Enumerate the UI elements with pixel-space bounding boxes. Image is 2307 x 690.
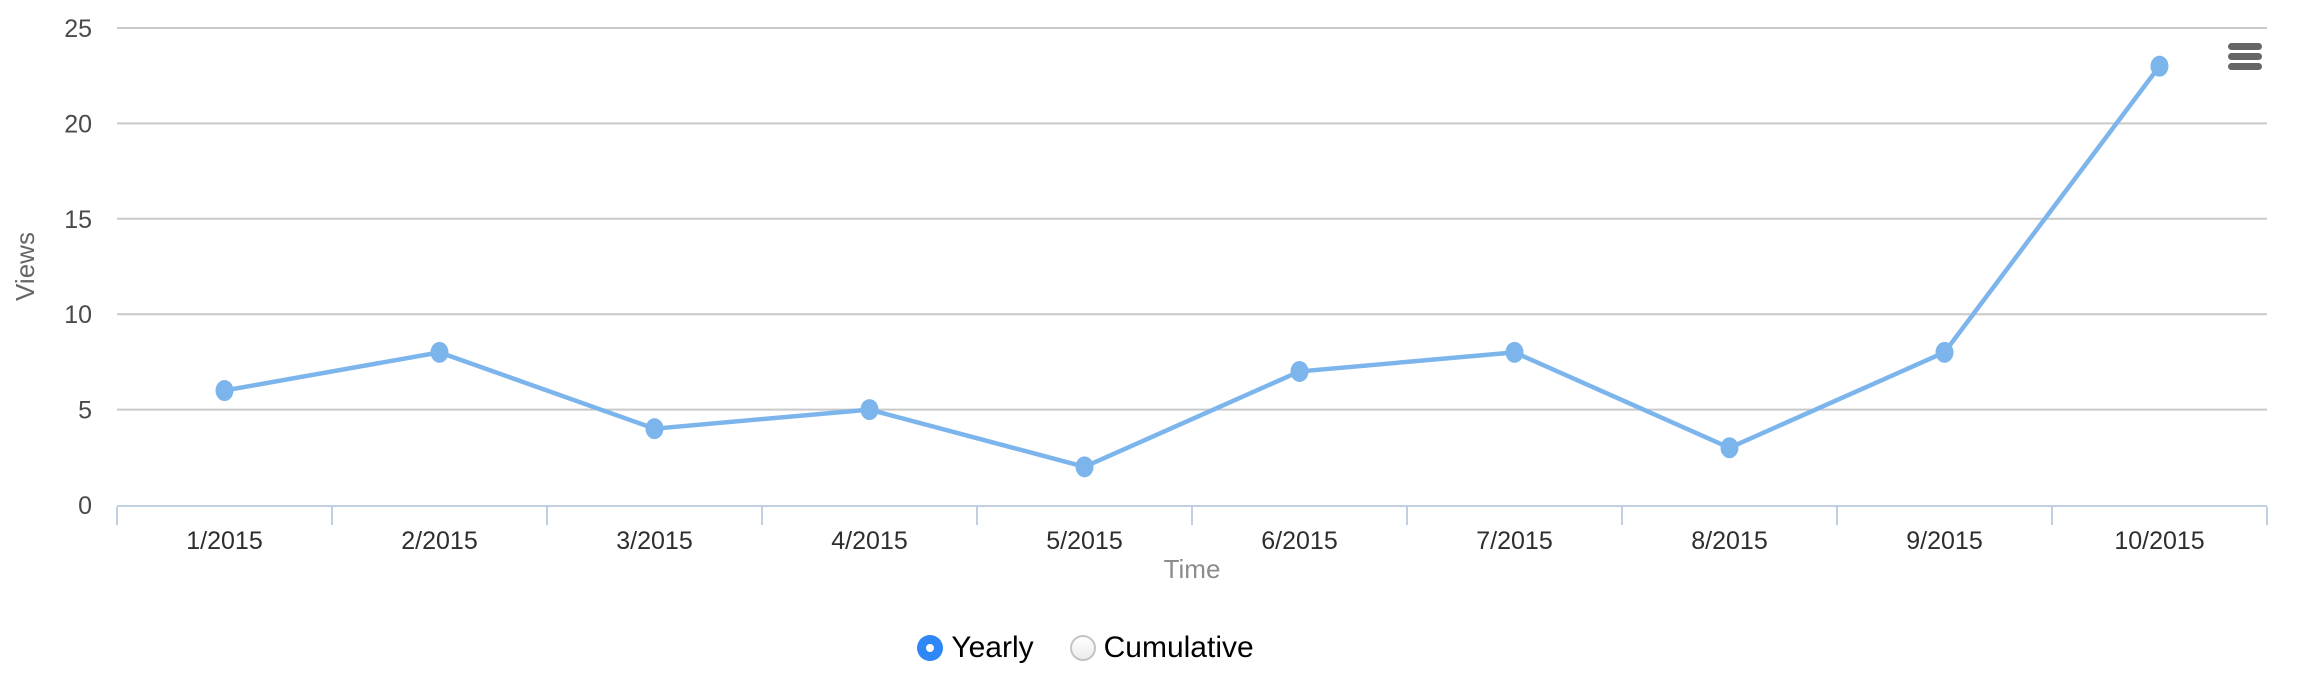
radio-group: Yearly Cumulative (917, 631, 1254, 665)
y-axis-tick-label: 25 (64, 15, 92, 43)
data-point-marker[interactable] (1290, 360, 1309, 382)
data-point-marker[interactable] (1505, 341, 1524, 363)
yearly-radio[interactable] (917, 635, 944, 661)
chart-context-menu-button[interactable] (2218, 30, 2272, 78)
cumulative-radio-label: Cumulative (1103, 631, 1254, 664)
data-point-marker[interactable] (1720, 437, 1739, 459)
data-point-marker[interactable] (430, 341, 449, 363)
x-axis-tick-label: 10/2015 (2114, 527, 2204, 555)
series-line (222, 63, 2162, 470)
y-axis-tick-label: 0 (78, 492, 92, 520)
y-axis-title: Views (10, 232, 40, 301)
x-axis-tick-label: 6/2015 (1261, 527, 1337, 555)
radio-option-cumulative[interactable]: Cumulative (1069, 631, 1254, 665)
x-axis-tick-label: 2/2015 (401, 527, 477, 555)
x-axis-tick-label: 3/2015 (616, 527, 692, 555)
y-axis-tick-label: 15 (64, 206, 92, 234)
data-point-marker[interactable] (645, 418, 664, 440)
x-axis-tick-label: 9/2015 (1906, 527, 1982, 555)
data-point-marker[interactable] (860, 399, 879, 421)
x-axis-tick-label: 1/2015 (186, 527, 262, 555)
series-mode-controls: Yearly Cumulative (0, 631, 2307, 665)
cumulative-radio[interactable] (1069, 635, 1096, 661)
radio-option-yearly[interactable]: Yearly (917, 631, 1034, 665)
y-axis-tick-label: 10 (64, 301, 92, 329)
x-axis-tick-label: 8/2015 (1691, 527, 1767, 555)
hamburger-menu-icon (2228, 42, 2262, 70)
views-line-chart: 0 5 10 15 20 25 1/2015 2/2015 3/2015 4/2015 5/2015… (10, 15, 2268, 584)
data-point-marker[interactable] (1935, 341, 1954, 363)
data-point-marker[interactable] (1075, 456, 1094, 478)
x-axis-tick-label: 4/2015 (831, 527, 907, 555)
y-axis-tick-label: 20 (64, 110, 92, 138)
x-axis-title: Time (1164, 554, 1221, 584)
yearly-radio-label: Yearly (951, 631, 1034, 664)
x-axis-tick-label: 7/2015 (1476, 527, 1552, 555)
y-axis-tick-label: 5 (78, 397, 92, 425)
data-point-marker[interactable] (2150, 55, 2169, 77)
x-axis-tick-label: 5/2015 (1046, 527, 1122, 555)
data-point-marker[interactable] (215, 380, 234, 402)
